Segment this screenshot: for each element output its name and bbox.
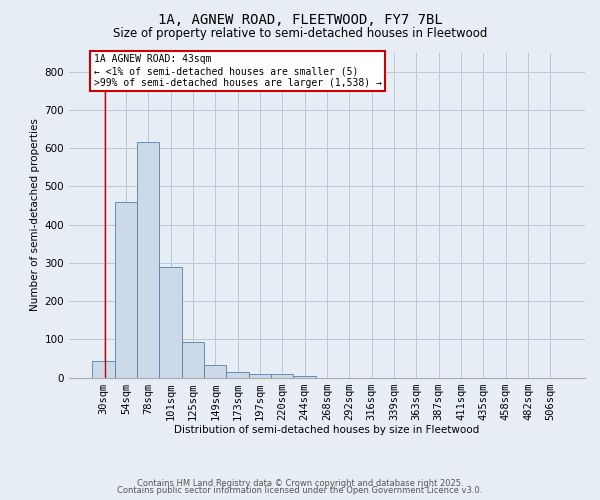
Text: 1A AGNEW ROAD: 43sqm
← <1% of semi-detached houses are smaller (5)
>99% of semi-: 1A AGNEW ROAD: 43sqm ← <1% of semi-detac… — [94, 54, 382, 88]
Text: Size of property relative to semi-detached houses in Fleetwood: Size of property relative to semi-detach… — [113, 28, 487, 40]
Bar — [271, 374, 293, 378]
Y-axis label: Number of semi-detached properties: Number of semi-detached properties — [31, 118, 40, 312]
Bar — [249, 374, 271, 378]
Text: Contains public sector information licensed under the Open Government Licence v3: Contains public sector information licen… — [118, 486, 482, 495]
Bar — [92, 362, 115, 378]
Bar — [293, 376, 316, 378]
Text: Contains HM Land Registry data © Crown copyright and database right 2025.: Contains HM Land Registry data © Crown c… — [137, 478, 463, 488]
Text: 1A, AGNEW ROAD, FLEETWOOD, FY7 7BL: 1A, AGNEW ROAD, FLEETWOOD, FY7 7BL — [158, 12, 442, 26]
Bar — [182, 342, 204, 378]
Bar — [204, 365, 226, 378]
Bar — [226, 372, 249, 378]
X-axis label: Distribution of semi-detached houses by size in Fleetwood: Distribution of semi-detached houses by … — [175, 426, 479, 436]
Bar — [160, 266, 182, 378]
Bar — [115, 202, 137, 378]
Bar — [137, 142, 160, 378]
